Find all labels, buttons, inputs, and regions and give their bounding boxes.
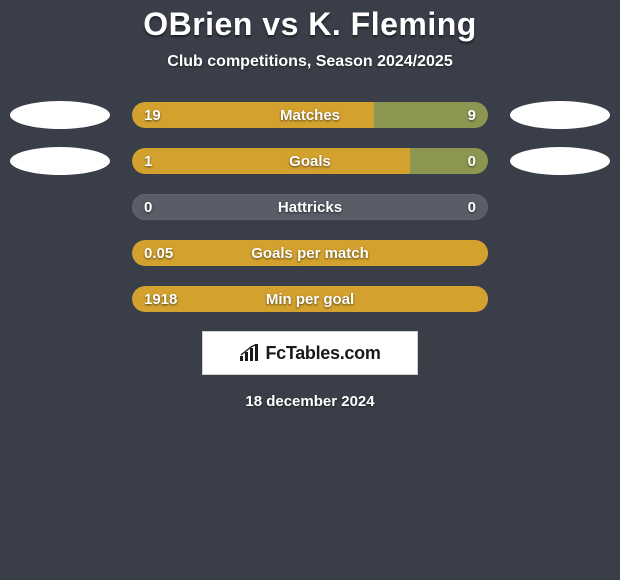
stat-left-value: 0 — [144, 194, 152, 220]
bar-left-fill — [132, 240, 488, 266]
comparison-card: OBrien vs K. Fleming Club competitions, … — [0, 0, 620, 580]
chart-icon — [239, 344, 259, 362]
stat-label: Hattricks — [132, 194, 488, 220]
player-right-indicator — [510, 147, 610, 175]
stat-row: 199Matches — [0, 101, 620, 129]
stat-right-value: 0 — [468, 194, 476, 220]
fctables-logo[interactable]: FcTables.com — [202, 331, 418, 375]
stat-bar: 0 0Hattricks — [132, 194, 488, 220]
comparison-subtitle: Club competitions, Season 2024/2025 — [0, 53, 620, 71]
comparison-title: OBrien vs K. Fleming — [0, 6, 620, 43]
stat-bar: 10Goals — [132, 148, 488, 174]
stat-row: 0 0Hattricks — [0, 193, 620, 221]
bar-left-fill — [132, 286, 488, 312]
stat-row: 1918Min per goal — [0, 285, 620, 313]
player-right-indicator — [510, 101, 610, 129]
stat-row: 10Goals — [0, 147, 620, 175]
stat-bar: 199Matches — [132, 102, 488, 128]
stat-bar: 1918Min per goal — [132, 286, 488, 312]
logo-text: FcTables.com — [265, 343, 380, 364]
stat-row: 0.05Goals per match — [0, 239, 620, 267]
stats-container: 199Matches 10Goals 0 0Hattricks 0.05Goals pe… — [0, 101, 620, 313]
player-left-indicator — [10, 147, 110, 175]
stat-bar: 0.05Goals per match — [132, 240, 488, 266]
bar-right-fill — [374, 102, 488, 128]
chart-date: 18 december 2024 — [0, 393, 620, 410]
bar-left-fill — [132, 148, 410, 174]
bar-right-fill — [410, 148, 488, 174]
player-left-indicator — [10, 101, 110, 129]
bar-left-fill — [132, 102, 374, 128]
